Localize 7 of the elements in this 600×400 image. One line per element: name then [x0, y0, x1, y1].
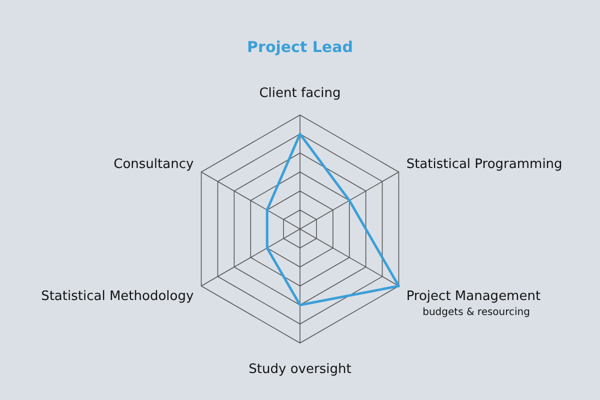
spoke-label: Client facing	[259, 86, 341, 101]
spoke-label: Statistical Programming	[406, 157, 562, 172]
spoke-label: Project Management budgets & resourcing	[406, 289, 541, 318]
spoke-label: Statistical Methodology	[41, 289, 194, 304]
chart-title: Project Lead	[247, 38, 353, 56]
spoke-label: Consultancy	[114, 157, 194, 172]
spoke-label: Study oversight	[248, 362, 352, 377]
